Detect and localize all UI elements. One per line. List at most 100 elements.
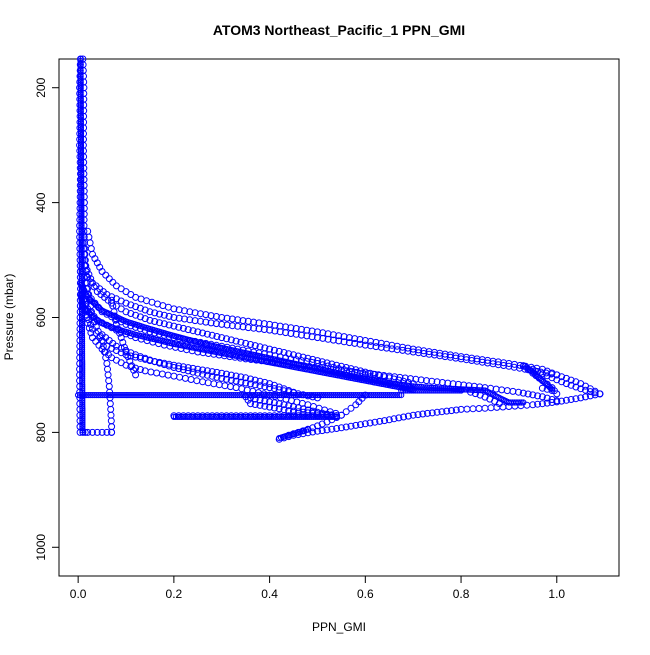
data-point [181,374,189,382]
data-point [78,243,85,251]
data-point [150,392,157,399]
data-point [77,147,85,155]
data-point [78,318,86,325]
data-point [164,392,171,399]
data-point [357,421,364,429]
data-point [105,275,113,283]
data-point [232,392,239,399]
data-point [153,369,161,377]
data-point [77,71,84,78]
data-point [78,257,85,264]
data-point [118,392,126,399]
data-point [223,314,231,322]
data-point [457,355,465,363]
data-point [577,385,585,393]
data-point [128,362,136,370]
data-point [261,378,269,386]
data-point [282,413,289,420]
data-point [78,175,85,182]
data-point [298,413,305,420]
data-point [85,316,93,324]
data-point [197,310,204,318]
data-point [212,413,219,420]
data-point [132,392,140,399]
data-point [78,273,85,280]
data-point [448,385,455,392]
data-point [79,415,86,422]
data-point [77,124,85,131]
data-point [77,110,84,117]
data-point [255,325,263,333]
data-point [85,324,93,332]
data-point [99,392,106,399]
data-point [223,375,230,383]
data-point [484,359,492,367]
data-point [210,392,217,399]
data-point [383,344,391,352]
data-point [176,413,183,420]
data-point [165,312,173,320]
data-point [215,381,223,389]
data-point [77,97,84,104]
data-point [228,315,236,323]
data-point [193,377,201,385]
data-point [187,376,195,383]
data-point [213,373,221,381]
data-point [304,392,311,399]
data-point [258,413,265,420]
data-point [344,392,351,399]
data-point [330,392,337,399]
data-point [328,360,336,368]
data-point [189,327,197,335]
data-point [473,357,481,365]
data-point [318,392,325,399]
data-point [212,392,219,399]
data-point [256,413,263,420]
data-point [296,413,303,420]
data-point [591,391,599,399]
data-point [78,169,85,176]
data-point [324,392,331,399]
data-point [345,334,353,342]
data-point [264,392,271,399]
data-point [79,371,86,378]
data-point [78,177,85,184]
data-point [325,413,332,420]
data-point [424,384,431,391]
data-point [337,424,345,432]
data-point [77,118,85,125]
data-point [409,411,417,419]
data-point [223,335,230,343]
data-point [294,404,302,412]
data-point [567,376,575,384]
data-point [141,354,149,362]
data-point [141,306,149,314]
data-point [240,413,247,420]
data-point [77,57,84,65]
data-point [87,275,95,283]
data-point [141,315,149,323]
data-point [203,367,211,375]
data-point [186,392,193,399]
data-point [77,138,85,145]
data-point [316,413,323,420]
data-point [180,413,187,420]
data-point [202,318,210,326]
data-point [436,352,444,360]
data-point [252,392,259,399]
data-point [207,319,215,327]
data-point [361,341,369,349]
data-point [360,392,367,399]
data-point [78,330,86,337]
data-point [108,392,116,399]
data-point [204,392,211,399]
data-point [529,391,537,399]
data-point [374,392,381,399]
data-point [184,392,191,399]
data-point [97,392,104,399]
data-point [120,392,128,399]
data-point [106,400,114,408]
data-point [79,401,86,408]
data-point [352,401,360,409]
data-point [431,351,438,359]
